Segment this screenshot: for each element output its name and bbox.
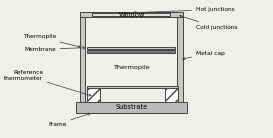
Text: Membrane: Membrane — [24, 47, 85, 52]
Bar — [76, 102, 187, 113]
Text: Cold junctions: Cold junctions — [180, 15, 237, 30]
Bar — [165, 88, 178, 102]
Bar — [93, 13, 170, 16]
Bar — [80, 12, 183, 17]
Text: Hot junctions: Hot junctions — [134, 7, 234, 14]
Text: Substrate: Substrate — [115, 104, 148, 110]
Text: Window: Window — [118, 12, 145, 18]
Bar — [80, 17, 85, 102]
Bar — [87, 88, 99, 102]
Text: Metal cap: Metal cap — [182, 51, 224, 60]
Text: Thermopile: Thermopile — [23, 34, 81, 48]
Text: Thermopile: Thermopile — [113, 65, 150, 70]
Bar — [87, 47, 176, 49]
Text: Frame: Frame — [48, 113, 91, 127]
Bar — [177, 17, 183, 102]
Text: Reference
thermometer: Reference thermometer — [4, 70, 91, 96]
Bar — [87, 50, 176, 53]
Bar — [87, 86, 178, 88]
